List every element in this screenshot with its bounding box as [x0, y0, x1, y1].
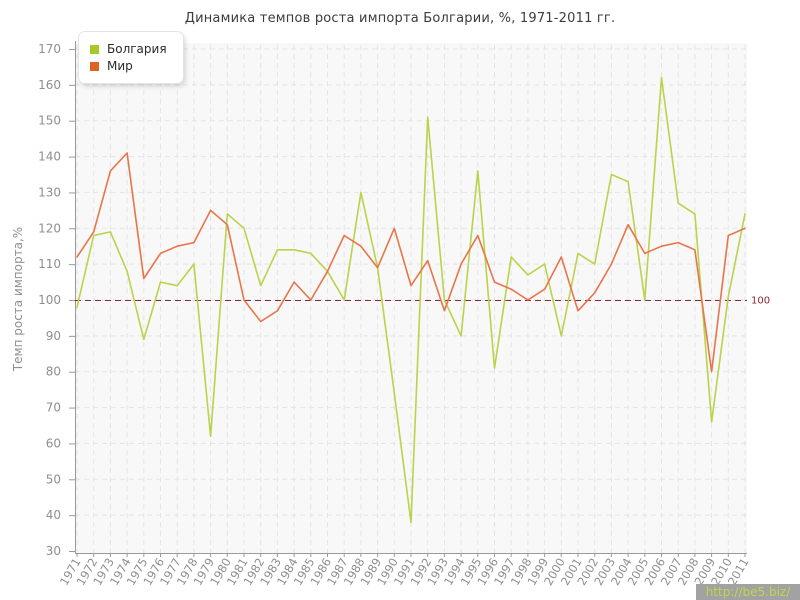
y-tick-label: 130 — [38, 185, 61, 199]
y-tick-label: 90 — [46, 329, 61, 343]
legend-label-bulgaria: Болгария — [107, 42, 167, 56]
y-tick-label: 110 — [38, 257, 61, 271]
legend-item-world[interactable]: Мир — [90, 59, 167, 73]
y-tick-label: 50 — [46, 472, 61, 486]
chart-title: Динамика темпов роста импорта Болгарии, … — [184, 11, 616, 26]
watermark-link[interactable]: http://be5.biz/ — [696, 584, 800, 600]
y-tick-label: 100 — [38, 293, 61, 307]
legend-swatch-bulgaria — [90, 44, 99, 54]
y-tick-label: 40 — [46, 508, 61, 522]
legend-item-bulgaria[interactable]: Болгария — [90, 42, 167, 56]
legend-label-world: Мир — [107, 59, 133, 73]
series-line-bulgaria — [76, 76, 746, 524]
y-tick-label: 30 — [46, 544, 61, 558]
y-tick-label: 160 — [38, 78, 61, 92]
y-tick-label: 80 — [46, 365, 61, 379]
y-tick-label: 150 — [38, 114, 61, 128]
legend-swatch-world — [90, 61, 99, 71]
y-tick-label: 70 — [46, 401, 61, 415]
y-tick-label: 170 — [38, 42, 61, 56]
y-axis-title: Темп роста импорта,% — [11, 226, 25, 372]
y-tick-label: 120 — [38, 221, 61, 235]
chart-legend: Болгария Мир — [78, 31, 184, 84]
y-tick-label: 140 — [38, 150, 61, 164]
y-tick-label: 60 — [46, 436, 61, 450]
reference-line-label: 100 — [751, 296, 770, 307]
series-line-world — [76, 152, 746, 373]
